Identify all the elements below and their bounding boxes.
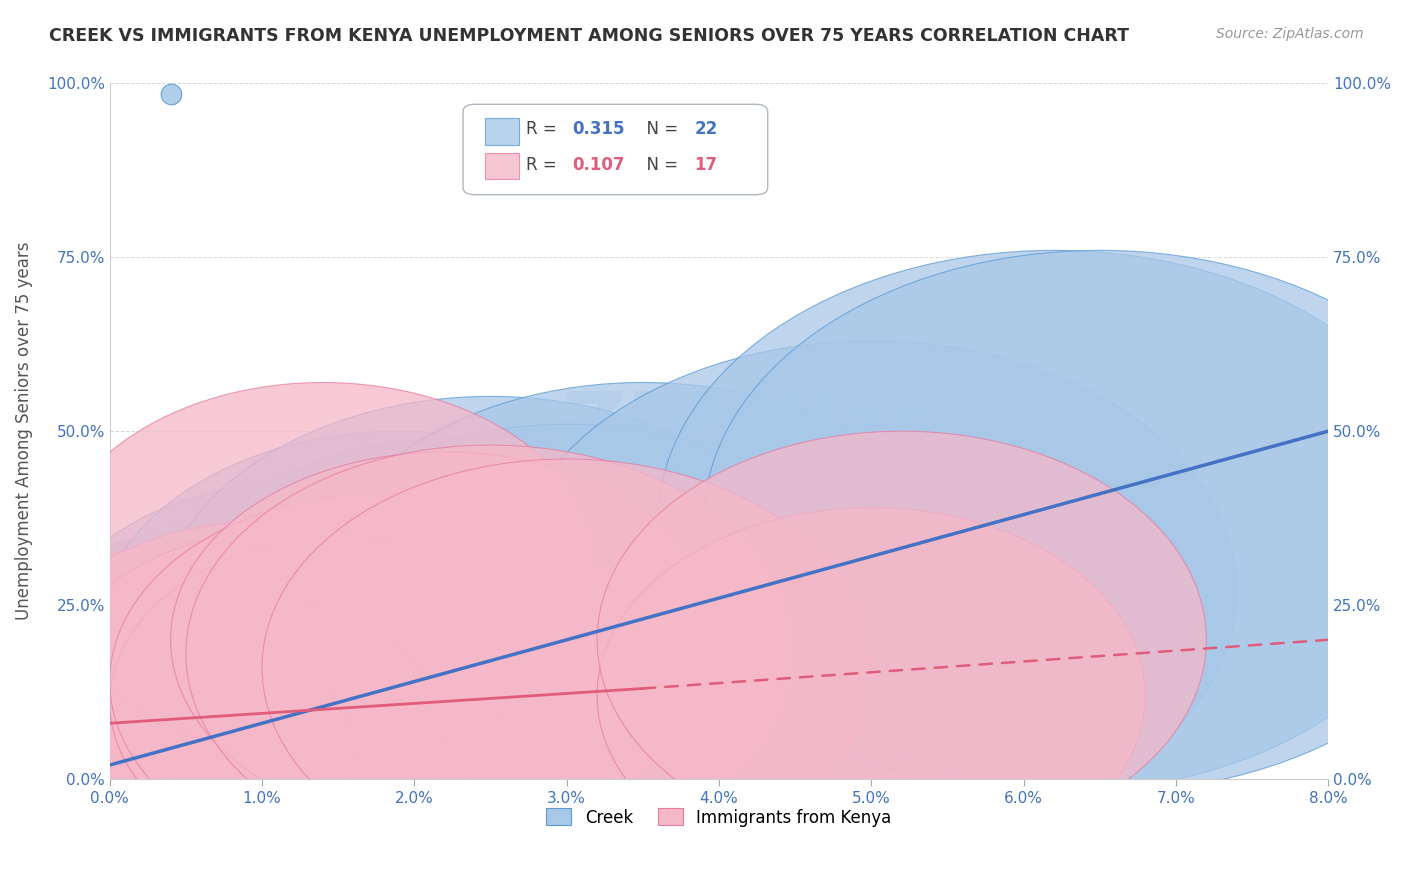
- Text: 0.315: 0.315: [572, 120, 626, 137]
- Ellipse shape: [3, 570, 430, 863]
- Ellipse shape: [0, 529, 460, 863]
- Ellipse shape: [156, 396, 825, 855]
- Ellipse shape: [0, 584, 368, 876]
- Ellipse shape: [0, 577, 399, 870]
- Ellipse shape: [0, 599, 339, 848]
- Ellipse shape: [49, 529, 536, 863]
- Ellipse shape: [658, 251, 1406, 793]
- Ellipse shape: [18, 515, 506, 848]
- Ellipse shape: [0, 542, 444, 876]
- Ellipse shape: [598, 508, 1146, 883]
- Text: atlas: atlas: [718, 388, 934, 475]
- Ellipse shape: [156, 473, 704, 848]
- Y-axis label: Unemployment Among Seniors over 75 years: Unemployment Among Seniors over 75 years: [15, 242, 32, 621]
- Ellipse shape: [0, 564, 384, 855]
- Ellipse shape: [3, 619, 368, 870]
- Text: CREEK VS IMMIGRANTS FROM KENYA UNEMPLOYMENT AMONG SENIORS OVER 75 YEARS CORRELAT: CREEK VS IMMIGRANTS FROM KENYA UNEMPLOYM…: [49, 27, 1129, 45]
- Ellipse shape: [18, 522, 506, 855]
- FancyBboxPatch shape: [463, 104, 768, 194]
- Ellipse shape: [0, 626, 353, 876]
- Ellipse shape: [110, 494, 658, 870]
- Ellipse shape: [170, 452, 718, 828]
- Ellipse shape: [18, 570, 444, 863]
- Ellipse shape: [94, 522, 582, 855]
- Ellipse shape: [0, 612, 308, 863]
- Ellipse shape: [506, 341, 1237, 841]
- Ellipse shape: [0, 584, 415, 876]
- Ellipse shape: [598, 431, 1206, 848]
- Ellipse shape: [0, 647, 292, 855]
- Ellipse shape: [704, 251, 1406, 793]
- Ellipse shape: [34, 480, 582, 855]
- Ellipse shape: [262, 425, 872, 841]
- Text: Source: ZipAtlas.com: Source: ZipAtlas.com: [1216, 27, 1364, 41]
- Ellipse shape: [308, 383, 977, 841]
- Ellipse shape: [186, 445, 796, 863]
- Text: 0.107: 0.107: [572, 156, 626, 174]
- Ellipse shape: [79, 729, 170, 788]
- Text: 17: 17: [695, 156, 717, 174]
- Ellipse shape: [94, 431, 704, 848]
- Text: R =: R =: [526, 156, 562, 174]
- Ellipse shape: [49, 535, 536, 870]
- Text: N =: N =: [636, 156, 683, 174]
- Text: N =: N =: [636, 120, 683, 137]
- Text: ZIP: ZIP: [557, 388, 718, 475]
- FancyBboxPatch shape: [485, 119, 519, 145]
- Text: 22: 22: [695, 120, 718, 137]
- Point: [159, 87, 181, 101]
- FancyBboxPatch shape: [485, 153, 519, 179]
- Ellipse shape: [18, 591, 444, 883]
- Ellipse shape: [0, 599, 353, 890]
- Ellipse shape: [156, 438, 765, 855]
- Ellipse shape: [94, 487, 643, 863]
- Legend: Creek, Immigrants from Kenya: Creek, Immigrants from Kenya: [540, 802, 898, 833]
- Text: R =: R =: [526, 120, 562, 137]
- Ellipse shape: [110, 535, 598, 870]
- Ellipse shape: [262, 459, 872, 876]
- Ellipse shape: [49, 383, 598, 758]
